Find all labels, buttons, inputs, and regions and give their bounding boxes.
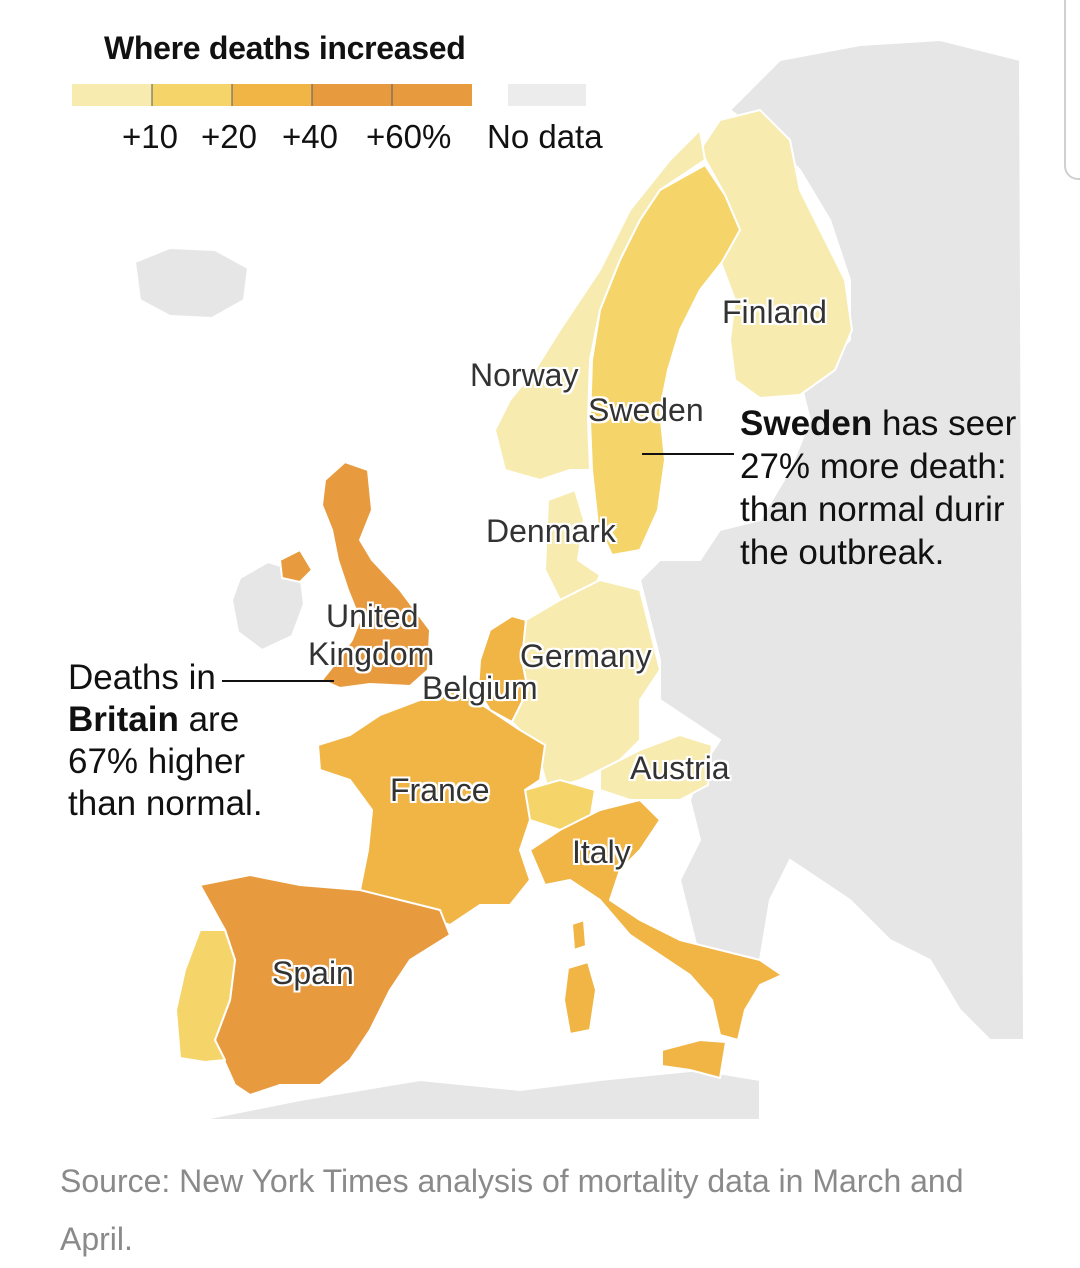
country-united-kingdom (321, 461, 431, 689)
label-austria: Austria (630, 750, 730, 786)
legend-label-60: +60% (366, 118, 452, 155)
sweden-annotation: Sweden has seer 27% more death: than nor… (740, 403, 1024, 583)
country-portugal (175, 929, 236, 1063)
legend-swatch-no-data (508, 84, 586, 106)
country-iceland (133, 246, 250, 320)
britain-annotation-line1: Deaths in (68, 658, 216, 697)
britain-annotation-bold: Britain (68, 700, 179, 739)
country-sweden (589, 164, 741, 556)
britain-annotation-line3: 67% higher (68, 742, 246, 781)
britain-annotation-line4: than normal. (68, 784, 263, 823)
legend-label-40: +40 (282, 118, 338, 155)
country-italy (529, 799, 783, 1041)
country-sicily (661, 1039, 727, 1079)
legend-title: Where deaths increased (104, 30, 466, 66)
sweden-annotation-line4: the outbreak. (740, 533, 945, 572)
legend-label-20: +20 (201, 118, 257, 155)
sweden-annotation-line2: 27% more death: (740, 447, 1007, 486)
label-spain: Spain (272, 955, 354, 991)
label-germany: Germany (520, 638, 652, 674)
label-sweden: Sweden (588, 392, 704, 428)
countries-with-data (175, 109, 853, 1096)
country-north-africa (199, 1068, 761, 1121)
country-denmark (544, 489, 601, 601)
label-united-kingdom-line2: Kingdom (308, 636, 435, 672)
legend-tick-40 (311, 84, 313, 106)
sweden-annotation-line1: has seer (872, 404, 1017, 443)
label-finland: Finland (722, 294, 827, 330)
country-sardinia (563, 961, 597, 1035)
legend-label-no-data: No data (487, 118, 603, 155)
legend-swatch-40 (232, 84, 312, 106)
legend-tick-60 (391, 84, 393, 106)
scrollbar-edge[interactable] (1064, 0, 1080, 180)
label-italy: Italy (572, 834, 631, 870)
britain-annotation-line2: are (178, 700, 240, 739)
europe-map (133, 38, 1026, 1121)
legend-swatch-10 (72, 84, 152, 106)
legend-tick-20 (231, 84, 233, 106)
label-denmark: Denmark (486, 513, 616, 549)
country-austria (599, 734, 713, 801)
country-ireland (230, 560, 306, 652)
legend-tick-10 (151, 84, 153, 106)
no-data-land (133, 38, 1026, 1121)
source-note: Source: New York Times analysis of morta… (60, 1163, 964, 1257)
label-united-kingdom-line1: United (326, 598, 419, 634)
label-france: France (390, 772, 490, 808)
sweden-annotation-line3: than normal durir (740, 490, 1005, 529)
country-corsica (571, 919, 587, 951)
label-norway: Norway (470, 357, 579, 393)
label-belgium: Belgium (422, 670, 538, 706)
country-northern-ireland (279, 549, 313, 583)
britain-annotation: Deaths in Britain are 67% higher than no… (68, 657, 368, 832)
sweden-annotation-bold: Sweden (740, 404, 873, 443)
legend-swatch-20 (152, 84, 232, 106)
country-france (317, 689, 546, 926)
legend-label-10: +10 (122, 118, 178, 155)
